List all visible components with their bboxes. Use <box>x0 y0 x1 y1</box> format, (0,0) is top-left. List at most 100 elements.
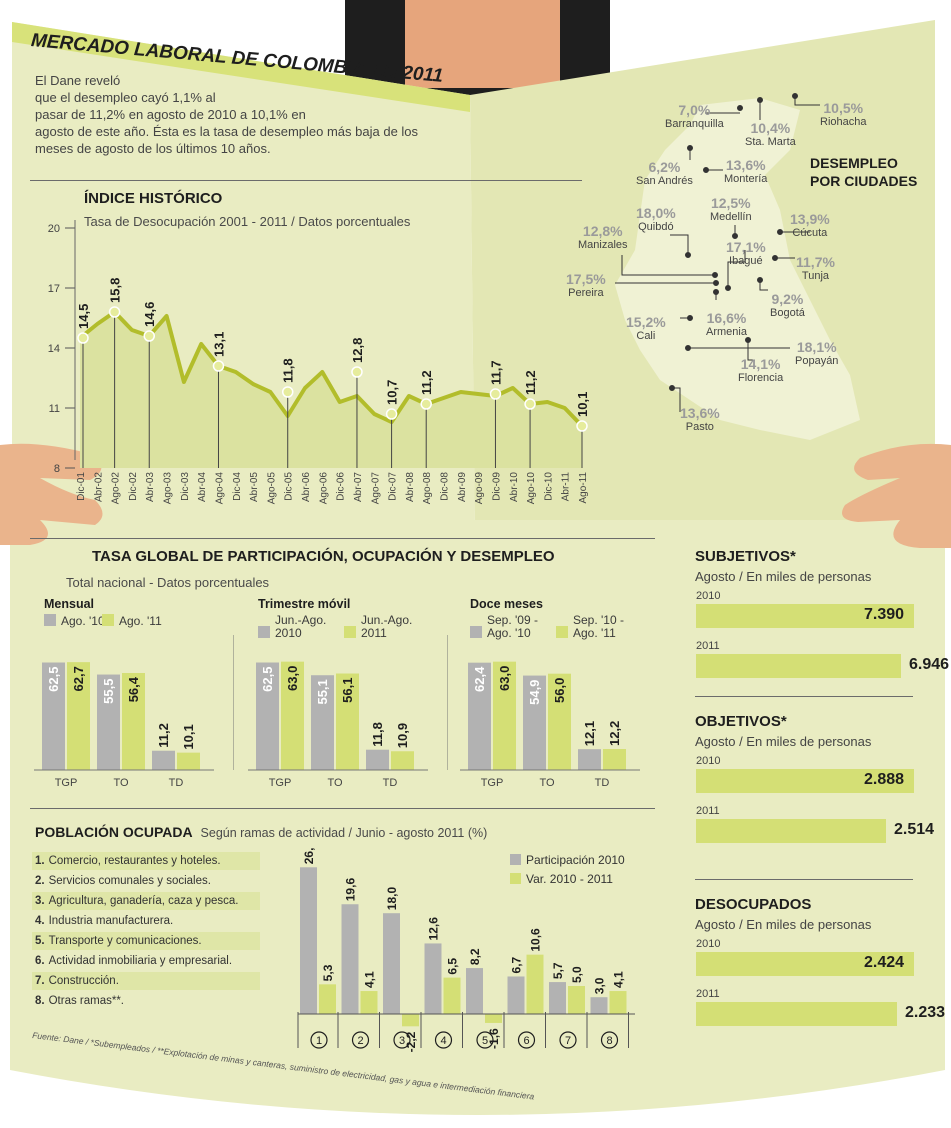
bar <box>609 991 627 1014</box>
bar <box>568 986 585 1014</box>
bar <box>507 976 525 1014</box>
city-value: 7,0% <box>678 102 711 118</box>
value-bar <box>696 952 914 976</box>
city-name: Pasto <box>685 421 714 433</box>
x-tick-label: Ago-06 <box>318 472 329 505</box>
section-divider <box>30 808 655 809</box>
legend-swatch <box>470 626 482 638</box>
legend-label: Sep. '09 - Ago. '10 <box>487 614 538 640</box>
x-tick-label: Dic-10 <box>543 472 554 501</box>
intro-line: agosto de este año. Ésta es la tasa de d… <box>35 124 419 139</box>
right-section-title: DESOCUPADOS <box>695 896 812 913</box>
city-name: San Andrés <box>636 175 693 187</box>
x-tick-label: Dic-09 <box>491 472 502 501</box>
x-tick-label: Dic-03 <box>180 472 191 501</box>
highlight-point <box>420 398 432 410</box>
legend-swatch <box>510 854 521 865</box>
bar-value-label: 18,0 <box>385 887 399 911</box>
list-item-label: Agricultura, ganadería, caza y pesca. <box>48 895 239 907</box>
city-value: 9,2% <box>771 291 804 307</box>
intro-line: El Dane reveló <box>35 73 121 88</box>
legend-label: Ago. '10 <box>61 615 105 628</box>
highlight-point <box>576 420 588 432</box>
value-label: 7.390 <box>864 606 905 623</box>
highlight-label: 13,1 <box>211 332 226 357</box>
poblacion-subtitle: Según ramas de actividad / Junio - agost… <box>200 826 488 840</box>
category-marker <box>351 1031 370 1049</box>
legend-item: Jun.-Ago. 2010 <box>258 614 326 640</box>
bar-value-label: 19,6 <box>344 878 358 902</box>
highlight-label: 11,8 <box>281 358 296 383</box>
bar <box>493 661 516 770</box>
section-divider <box>695 696 913 697</box>
bar <box>366 749 389 770</box>
city-value: 13,6% <box>725 157 766 173</box>
category-label: 8 <box>606 1035 612 1047</box>
bar <box>152 750 175 770</box>
legend-swatch <box>556 626 568 638</box>
right-section-subtitle: Agosto / En miles de personas <box>695 917 872 932</box>
city-label: 13,6% Pasto <box>680 406 720 434</box>
bar <box>443 977 461 1014</box>
value-label: 6.946 <box>909 656 950 673</box>
list-item: 3. Agricultura, ganadería, caza y pesca. <box>32 892 260 910</box>
city-name: Barranquilla <box>665 118 724 130</box>
value-label: 2.514 <box>894 821 935 838</box>
city-value: 6,2% <box>648 159 681 175</box>
city-label: 11,7% Tunja <box>796 255 835 283</box>
tgp-panel-chart: 62,4 63,0 TGP 54,9 56,0 TO 12,1 12,2 TD <box>460 661 640 789</box>
bar <box>383 913 400 1014</box>
city-name: Riohacha <box>820 116 867 128</box>
x-tick-label: Ago-10 <box>526 472 537 505</box>
city-value: 18,0% <box>636 205 676 221</box>
highlight-label: 14,5 <box>76 304 91 329</box>
poblacion-title: POBLACIÓN OCUPADA <box>35 824 193 840</box>
x-tick-label: Ago-04 <box>214 472 225 505</box>
category-label: TGP <box>55 777 78 789</box>
city-value: 16,6% <box>706 310 747 326</box>
category-label: TD <box>169 777 184 789</box>
x-tick-label: Ago-09 <box>474 472 485 505</box>
highlight-point <box>143 330 155 342</box>
poblacion-header: POBLACIÓN OCUPADA Según ramas de activid… <box>35 824 487 840</box>
city-name: Tunja <box>801 270 830 282</box>
city-value: 12,5% <box>710 195 751 211</box>
highlight-point <box>212 360 225 372</box>
list-item-number: 6. <box>35 955 45 967</box>
city-name: Bogotá <box>770 307 805 319</box>
bar <box>97 674 120 770</box>
bar <box>424 943 442 1014</box>
category-marker <box>476 1031 494 1049</box>
legend-line: Jun.-Ago. <box>361 613 413 627</box>
intro-line: meses de agosto de los últimos 10 años. <box>35 141 271 156</box>
x-tick-label: Abr-02 <box>93 472 104 502</box>
legend-label: Var. 2010 - 2011 <box>526 872 613 886</box>
city-name: Pereira <box>568 287 604 299</box>
legend-swatch <box>510 873 521 884</box>
bar-value-label: 62,5 <box>260 667 275 692</box>
list-item-label: Construcción. <box>48 975 119 987</box>
legend-item: Ago. '10 <box>44 614 105 628</box>
bar <box>360 991 378 1014</box>
legend-label: Jun.-Ago. 2011 <box>361 614 412 640</box>
bar-value-label: 56,0 <box>552 678 567 703</box>
list-item-label: Servicios comunales y sociales. <box>48 875 211 887</box>
city-value: 12,8% <box>582 223 623 239</box>
category-label: TD <box>595 777 610 789</box>
legend-line: 2011 <box>361 626 387 640</box>
category-label: 2 <box>357 1035 363 1047</box>
x-tick-label: Dic-01 <box>76 472 87 501</box>
bar-value-label: 6,5 <box>446 958 460 975</box>
bar <box>177 752 200 770</box>
neck-shape <box>405 0 560 88</box>
legend-line: Sep. '10 - <box>573 613 624 627</box>
bar-value-label: 5,3 <box>321 964 335 981</box>
tgp-panel-title: Mensual <box>44 597 95 611</box>
city-name: Cúcuta <box>792 227 828 239</box>
city-label: 12,5% Medellín <box>710 196 752 224</box>
highlight-point <box>281 386 294 398</box>
x-tick-label: Ago-11 <box>578 472 589 504</box>
highlight-label: 11,7 <box>488 360 503 385</box>
city-name: Sta. Marta <box>745 136 796 148</box>
list-item-number: 2. <box>35 875 45 887</box>
